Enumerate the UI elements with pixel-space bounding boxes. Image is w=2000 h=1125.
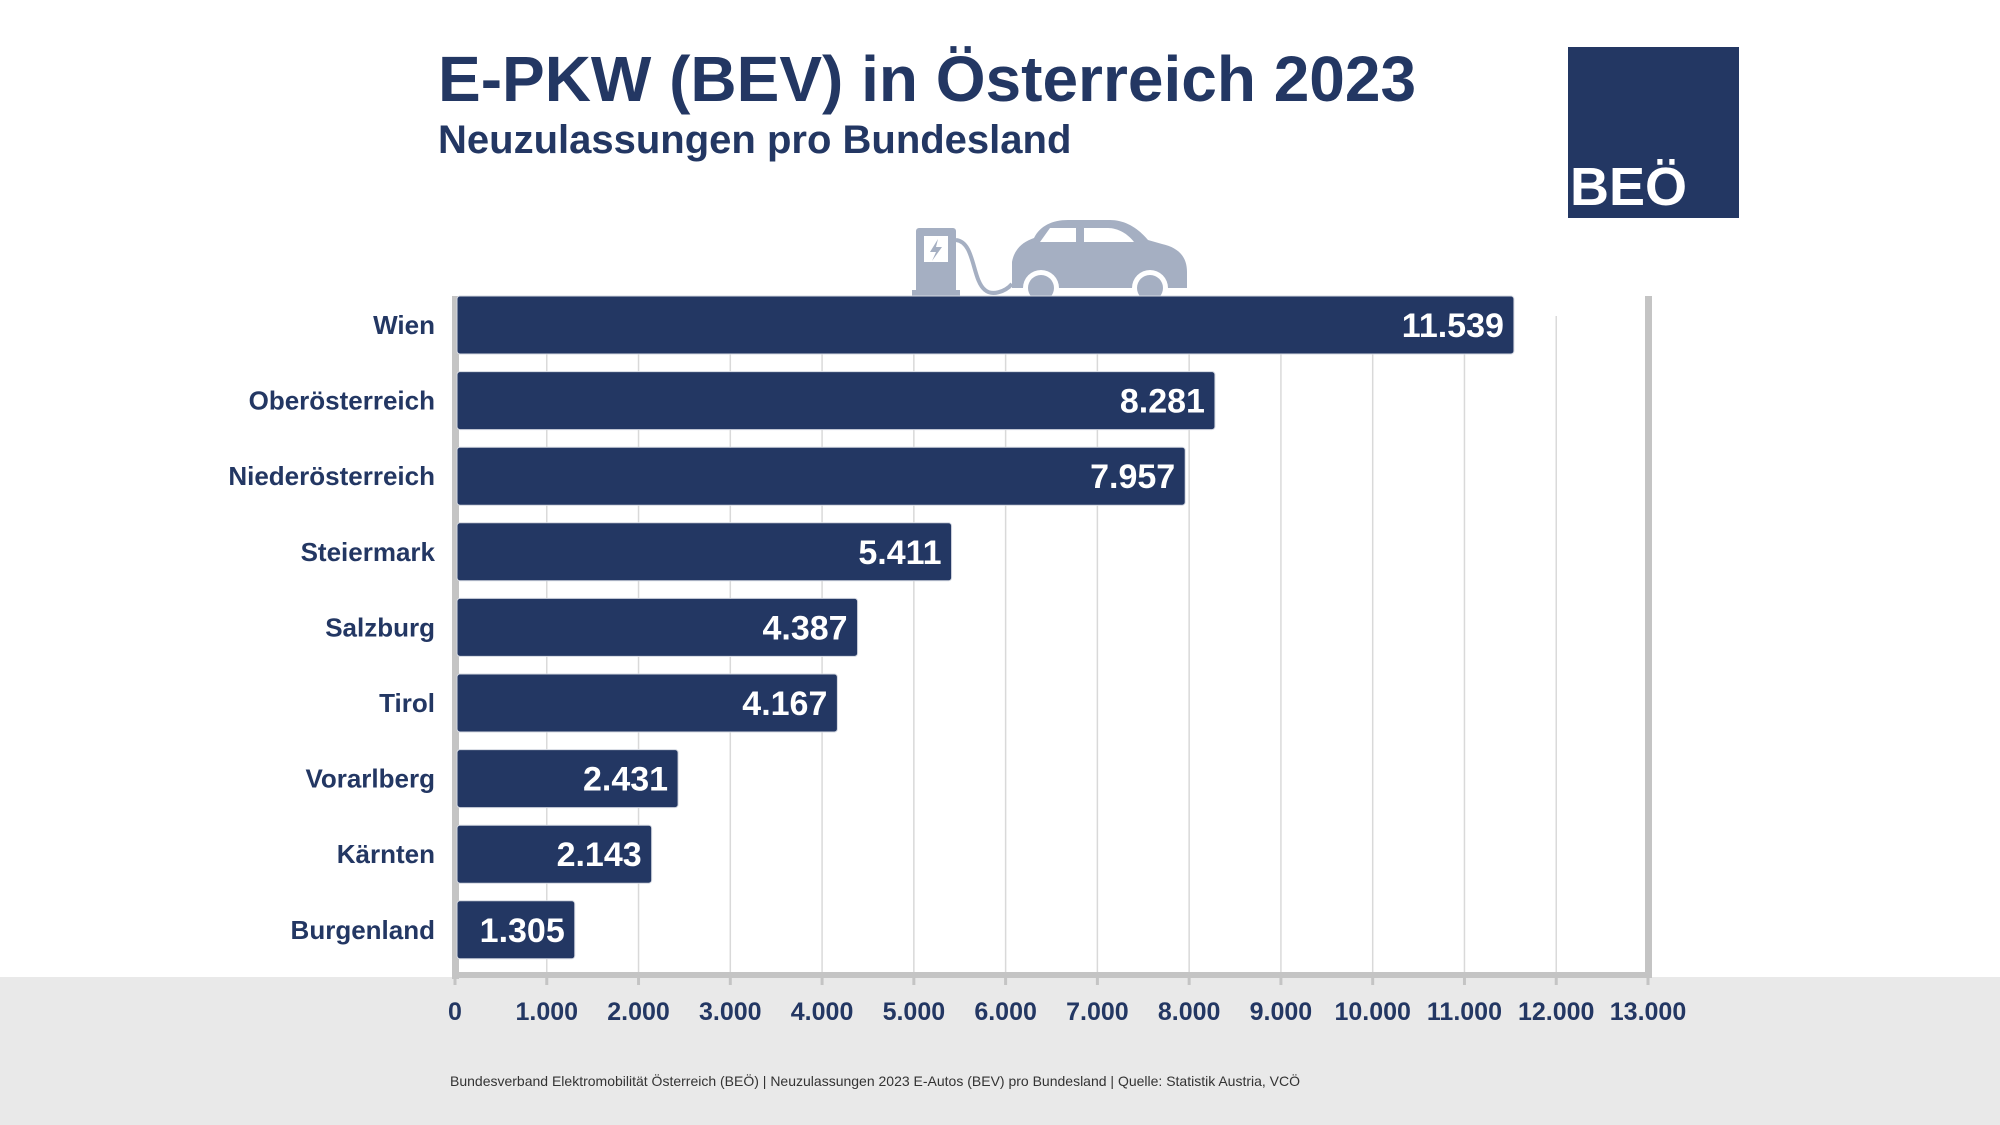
bar-value-label: 4.387 [762, 609, 847, 647]
bar-value-label: 5.411 [858, 534, 941, 572]
bar [456, 597, 859, 657]
x-tick-label: 2.000 [607, 998, 670, 1026]
chart-subtitle: Neuzulassungen pro Bundesland [438, 118, 1072, 162]
bar [456, 673, 838, 733]
bar [456, 446, 1186, 506]
x-tick-label: 0 [448, 998, 462, 1026]
x-tick-label: 6.000 [974, 998, 1037, 1026]
x-tick-label: 3.000 [699, 998, 762, 1026]
x-tick-label: 7.000 [1066, 998, 1129, 1026]
x-tick-label: 5.000 [883, 998, 946, 1026]
x-tick-label: 4.000 [791, 998, 854, 1026]
footer-band [0, 977, 2000, 1125]
bar [456, 295, 1515, 355]
bar-value-label: 4.167 [742, 685, 827, 723]
x-tick-label: 12.000 [1518, 998, 1594, 1026]
category-label: Oberösterreich [249, 386, 435, 416]
x-axis-line [452, 972, 1652, 978]
charging-station-icon [912, 228, 1014, 296]
bar [456, 900, 576, 960]
x-tick-label: 11.000 [1427, 998, 1502, 1026]
bar-value-label: 8.281 [1120, 383, 1205, 421]
category-label: Wien [373, 310, 435, 340]
x-tick-label: 13.000 [1610, 998, 1686, 1026]
bar [456, 371, 1216, 431]
category-label: Burgenland [291, 915, 435, 945]
source-footnote: Bundesverband Elektromobilität Österreic… [450, 1073, 1301, 1089]
chart-title: E-PKW (BEV) in Österreich 2023 [438, 43, 1417, 115]
beo-logo-text: BEÖ [1570, 157, 1688, 217]
x-tick-label: 8.000 [1158, 998, 1221, 1026]
bar-value-label: 1.305 [480, 912, 565, 950]
x-tick-label: 10.000 [1334, 998, 1410, 1026]
bar-value-label: 2.143 [557, 836, 642, 874]
y-axis-line [452, 296, 459, 979]
x-tick-label: 1.000 [515, 998, 578, 1026]
category-label: Vorarlberg [305, 764, 435, 794]
category-label: Tirol [379, 688, 435, 718]
category-label: Salzburg [325, 612, 435, 642]
plot-right-border [1645, 296, 1652, 975]
car-icon [1012, 220, 1187, 306]
bar-value-label: 2.431 [583, 761, 668, 799]
category-label: Kärnten [337, 839, 435, 869]
bar-value-label: 11.539 [1402, 307, 1504, 345]
bar [456, 749, 679, 809]
bar [456, 522, 953, 582]
x-tick-label: 9.000 [1250, 998, 1313, 1026]
bar-value-label: 7.957 [1090, 458, 1175, 496]
bar [456, 824, 653, 884]
beo-logo [1568, 47, 1739, 218]
category-label: Steiermark [301, 537, 436, 567]
category-label: Niederösterreich [228, 461, 435, 491]
